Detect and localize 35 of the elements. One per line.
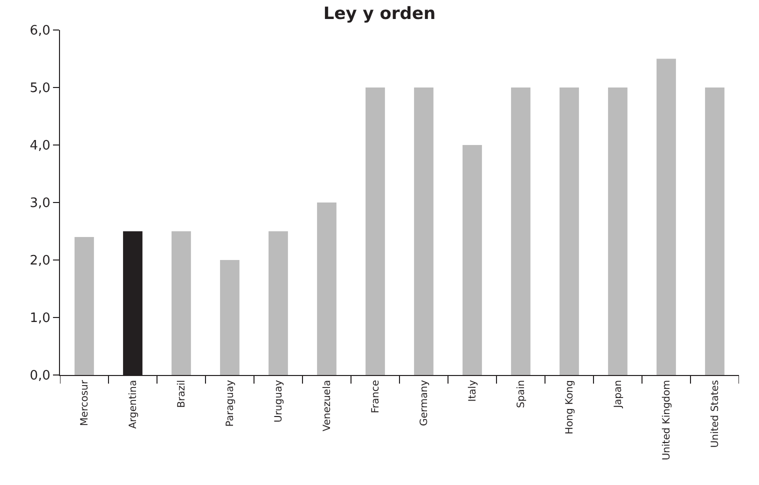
bar	[608, 88, 628, 375]
bar	[317, 202, 336, 375]
bar	[366, 88, 385, 375]
y-tick-label: 5,0	[30, 81, 50, 96]
bar	[705, 88, 724, 375]
x-tick-label: Germany	[419, 380, 430, 426]
x-tick-label: Spain	[516, 380, 527, 408]
bar	[268, 231, 288, 375]
y-tick-label: 0,0	[30, 368, 50, 384]
x-tick-label: Italy	[468, 380, 478, 402]
y-tick-label: 2,0	[30, 254, 50, 269]
y-tick-label: 4,0	[30, 138, 50, 154]
x-tick-label: United Kingdom	[662, 380, 672, 460]
x-tick-label: Hong Kong	[564, 380, 576, 434]
bar	[74, 237, 94, 375]
bar	[220, 260, 240, 375]
bar	[560, 88, 579, 375]
x-tick-label: Mercosur	[80, 379, 90, 426]
bar	[414, 88, 434, 375]
y-tick-label: 3,0	[30, 196, 50, 212]
x-tick-label: Argentina	[128, 380, 139, 429]
bar	[511, 88, 530, 375]
bar	[656, 58, 676, 375]
x-tick-label: Paraguay	[225, 380, 236, 427]
x-tick-label: Uruguay	[274, 380, 284, 422]
y-tick-label: 1,0	[30, 311, 50, 326]
x-tick-label: United States	[710, 380, 721, 448]
x-tick-label: France	[370, 380, 382, 414]
chart-title: Ley y orden	[323, 4, 436, 24]
bar	[172, 231, 191, 375]
x-tick-label: Venezuela	[322, 380, 333, 432]
bar	[462, 145, 482, 375]
x-tick-label: Japan	[613, 380, 624, 409]
y-tick-label: 6,0	[30, 24, 50, 39]
x-tick-label: Brazil	[176, 380, 188, 408]
